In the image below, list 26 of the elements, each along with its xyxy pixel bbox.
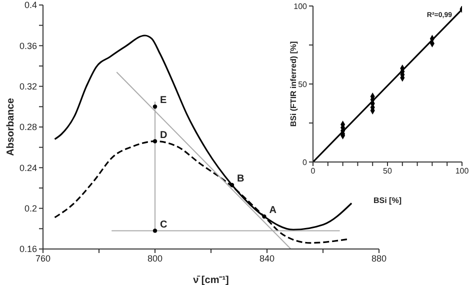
y-tick-label: 50 [298,80,308,89]
y-tick-label: 0.16 [19,244,37,254]
y-tick-label: 0.32 [19,82,37,92]
x-axis-title: ν̄ [cm⁻¹] [193,275,229,285]
y-axis-title: BSi (FTIR inferred) [%] [288,41,298,127]
annotation: D [160,130,168,141]
y-tick-label: 100 [294,2,308,11]
annotation: E [160,95,167,106]
x-tick-label: 0 [310,166,316,176]
annotation: A [269,205,276,216]
x-tick-label: 50 [383,166,392,176]
y-axis-title: Absorbance [6,98,17,156]
y-tick-label: 0.36 [19,40,37,51]
annotation: C [160,219,168,230]
y-tick-label: 0.24 [19,162,37,173]
y-tick-label: 0.4 [24,0,37,10]
x-axis-title: BSi [%] [374,196,402,205]
x-tick-label: 760 [35,253,51,264]
x-tick-label: 840 [259,253,275,264]
y-tick-label: 0.2 [24,204,37,214]
x-tick-label: 880 [371,253,387,264]
x-tick-label: 800 [147,253,163,264]
y-tick-label: 0.28 [19,122,37,132]
x-tick-label: 100 [455,166,470,176]
y-tick-label: 0 [302,158,308,167]
annotation: B [237,174,244,184]
